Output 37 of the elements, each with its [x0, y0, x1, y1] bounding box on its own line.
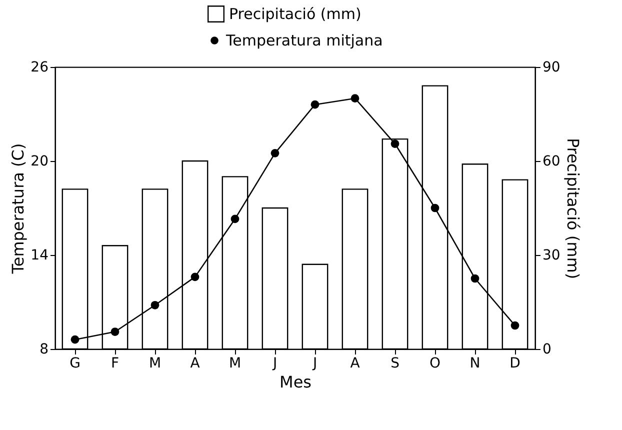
- x-tick-label: S: [390, 356, 400, 372]
- point: [310, 100, 320, 109]
- point: [270, 148, 280, 158]
- y2-tick-label: 60: [542, 154, 560, 170]
- point: [150, 300, 160, 310]
- x-axis-title: Mes: [280, 372, 312, 392]
- x-tick-label: F: [110, 356, 120, 372]
- point: [190, 272, 200, 282]
- x-tick-label: J: [272, 356, 278, 372]
- x-tick-label: N: [470, 356, 480, 372]
- y2-axis-title: Precipitació (mm): [563, 138, 582, 280]
- y-tick-label: 20: [30, 154, 48, 170]
- y-tick-label: 8: [40, 342, 48, 358]
- x-tick-label: G: [70, 356, 80, 372]
- x-tick-label: J: [312, 356, 318, 372]
- point: [70, 335, 80, 344]
- point: [350, 94, 360, 103]
- y-axis-title: Temperatura (C): [8, 143, 28, 275]
- y-tick-label: 26: [30, 60, 49, 76]
- x-tick-label: A: [190, 356, 200, 372]
- x-tick-label: M: [228, 356, 242, 372]
- legend-label: Temperatura mitjana: [225, 32, 383, 50]
- point: [230, 214, 240, 224]
- y-tick-label: 14: [30, 248, 49, 264]
- x-tick-label: A: [350, 356, 360, 372]
- point: [430, 204, 440, 212]
- y2-tick-label: 90: [542, 60, 560, 76]
- point: [510, 321, 520, 330]
- point: [470, 274, 480, 283]
- x-tick-label: O: [429, 356, 441, 372]
- point: [390, 140, 400, 148]
- y2-tick-label: 0: [542, 342, 552, 358]
- legend-label: Precipitació (mm): [229, 5, 362, 23]
- y2-tick-label: 30: [542, 248, 560, 264]
- point: [110, 328, 120, 336]
- x-tick-label: D: [510, 356, 520, 372]
- x-tick-label: M: [148, 356, 162, 372]
